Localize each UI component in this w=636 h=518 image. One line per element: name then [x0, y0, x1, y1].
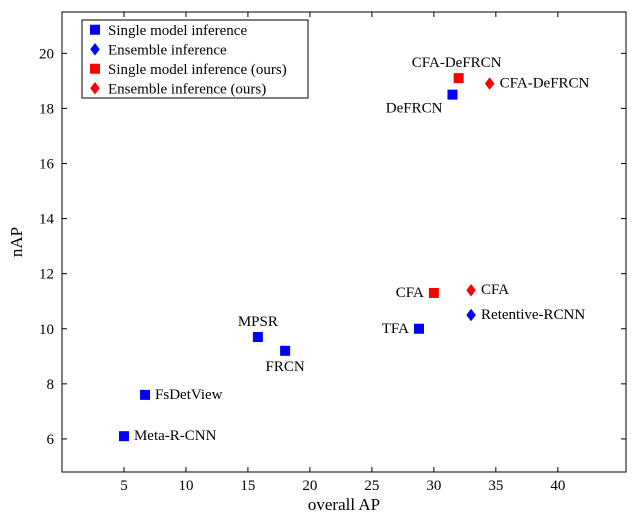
- marker-square: [414, 324, 424, 334]
- marker-square: [429, 288, 439, 298]
- x-axis-label: overall AP: [308, 495, 380, 514]
- marker-square: [447, 90, 457, 100]
- point-label: Meta-R-CNN: [134, 428, 217, 444]
- point-label: FRCN: [266, 359, 305, 375]
- y-tick-label: 20: [39, 46, 54, 62]
- legend-label: Ensemble inference (ours): [108, 81, 266, 97]
- x-tick-label: 20: [302, 478, 317, 494]
- y-tick-label: 16: [39, 156, 55, 172]
- x-tick-label: 10: [178, 478, 193, 494]
- marker-square: [90, 25, 100, 35]
- y-tick-label: 6: [47, 432, 55, 448]
- legend: Single model inference Ensemble inference…: [82, 20, 308, 98]
- point-label: CFA: [396, 285, 424, 301]
- x-tick-label: 30: [426, 478, 441, 494]
- x-tick-label: 25: [364, 478, 379, 494]
- marker-square: [90, 64, 100, 74]
- legend-label: Ensemble inference: [108, 42, 227, 58]
- x-tick-label: 15: [240, 478, 255, 494]
- y-tick-label: 14: [39, 212, 55, 228]
- legend-label: Single model inference: [108, 23, 247, 39]
- point-label: Retentive-RCNN: [481, 307, 585, 323]
- y-tick-label: 12: [39, 267, 54, 283]
- marker-square: [253, 332, 263, 342]
- marker-square: [119, 431, 129, 441]
- y-tick-label: 18: [39, 101, 54, 117]
- point-label: TFA: [382, 321, 409, 337]
- point-label: CFA-DeFRCN: [412, 55, 502, 71]
- x-tick-label: 40: [550, 478, 565, 494]
- marker-square: [454, 73, 464, 83]
- chart-svg: 51015202530354068101214161820overall APn…: [0, 0, 636, 518]
- point-label: FsDetView: [155, 387, 223, 403]
- y-tick-label: 10: [39, 322, 54, 338]
- point-label: MPSR: [238, 314, 278, 330]
- y-tick-label: 8: [47, 377, 55, 393]
- marker-square: [140, 390, 150, 400]
- x-tick-label: 35: [488, 478, 503, 494]
- y-axis-label: nAP: [7, 227, 26, 257]
- x-tick-label: 5: [120, 478, 128, 494]
- scatter-chart: 51015202530354068101214161820overall APn…: [0, 0, 636, 518]
- point-label: CFA-DeFRCN: [500, 76, 590, 92]
- point-label: DeFRCN: [386, 101, 443, 117]
- marker-square: [280, 346, 290, 356]
- legend-label: Single model inference (ours): [108, 62, 287, 78]
- point-label: CFA: [481, 282, 509, 298]
